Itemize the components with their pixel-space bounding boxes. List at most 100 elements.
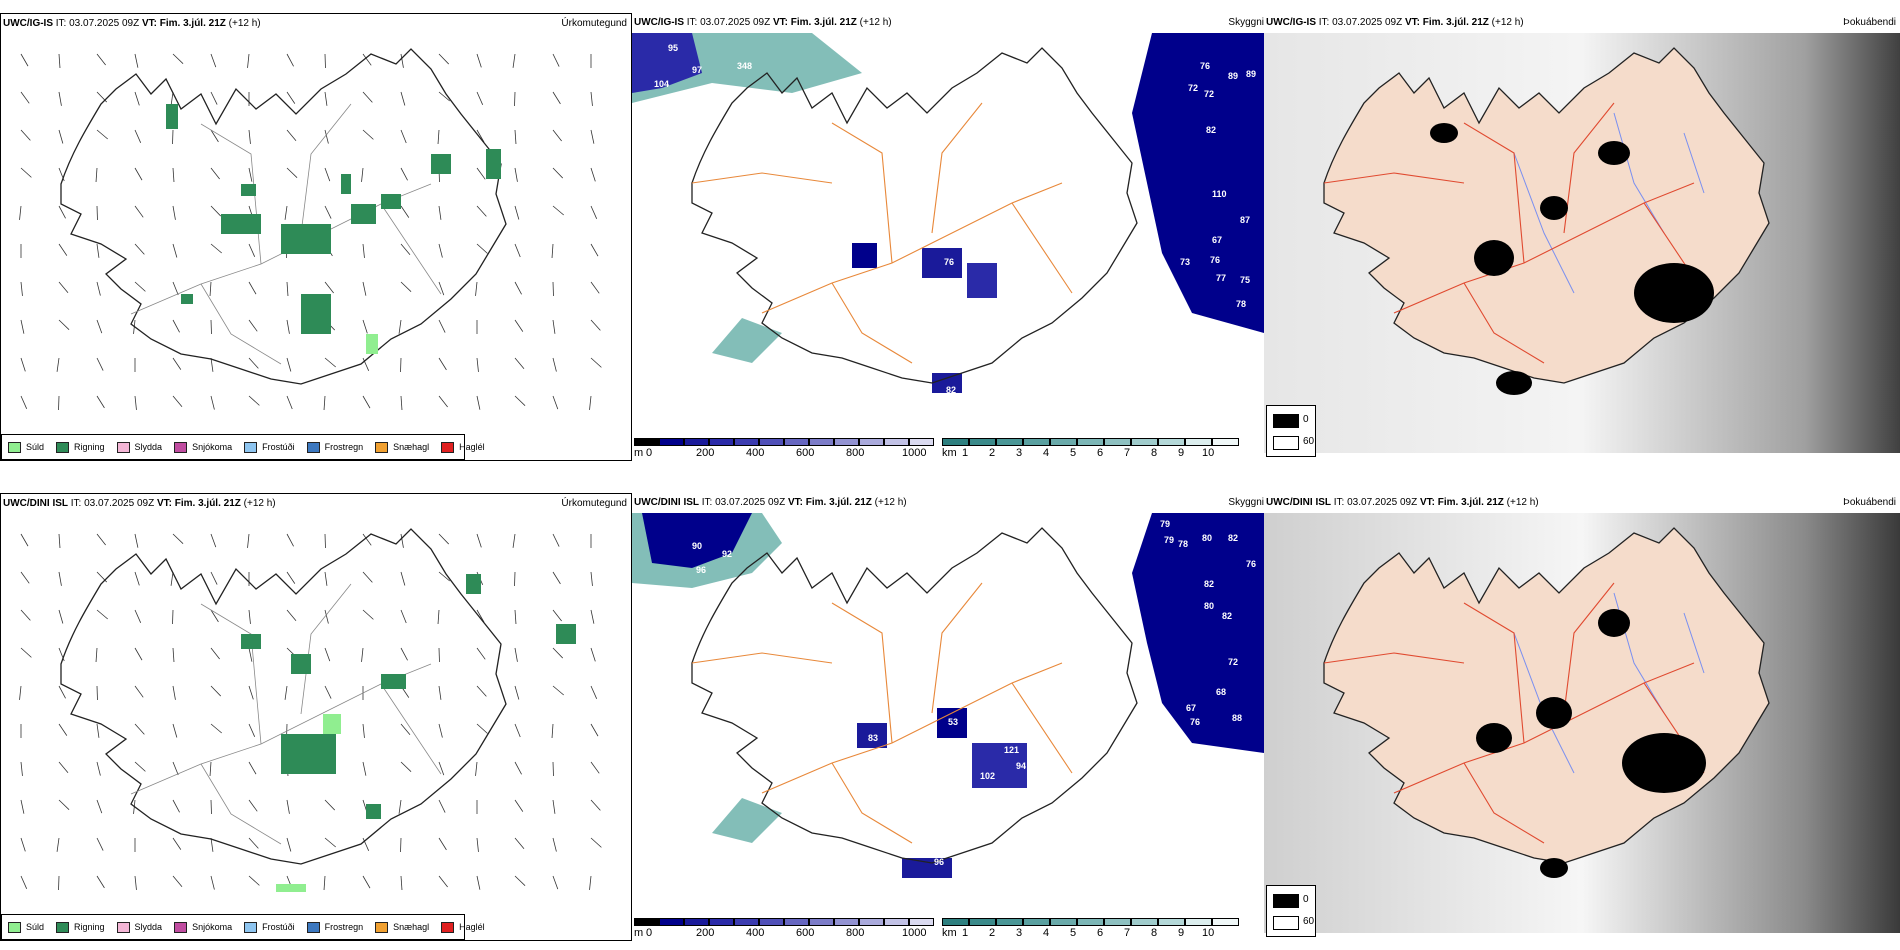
cloudbase-tick: 600 bbox=[796, 927, 815, 939]
visibility-unit: km bbox=[942, 927, 957, 939]
wind-barb bbox=[248, 761, 257, 775]
visibility-colorbar bbox=[942, 438, 1239, 446]
legend-item: Slydda bbox=[116, 921, 162, 933]
precip-legend: Súld Rigning Slydda Snjókoma Frostúði Fr… bbox=[1, 434, 485, 460]
wind-barb bbox=[552, 91, 561, 105]
wind-barb bbox=[134, 243, 145, 255]
wind-barb bbox=[476, 357, 479, 372]
wind-barb bbox=[514, 609, 517, 624]
wind-barb bbox=[590, 167, 596, 182]
wind-barb bbox=[362, 723, 365, 738]
wind-barb bbox=[514, 319, 524, 332]
visibility-tick: 10 bbox=[1202, 447, 1215, 459]
wind-barb bbox=[172, 761, 179, 776]
wind-barb bbox=[172, 243, 178, 258]
cloud-map: 90 92 96 79 79 78 80 82 76 82 80 82 72 6… bbox=[632, 513, 1264, 878]
visibility-unit: km bbox=[942, 447, 957, 459]
cloud-base-value: 79 bbox=[1160, 519, 1170, 529]
wind-barb bbox=[400, 875, 403, 890]
cloud-base-value: 76 bbox=[1210, 255, 1220, 265]
wind-barb bbox=[172, 533, 184, 545]
wind-barb bbox=[96, 533, 106, 546]
wind-barb bbox=[210, 609, 219, 623]
wind-barb bbox=[552, 609, 562, 622]
wind-barb bbox=[324, 167, 331, 182]
wind-barb bbox=[134, 609, 142, 623]
cloud-base-value: 96 bbox=[934, 857, 944, 867]
cloud-base-value: 67 bbox=[1212, 235, 1222, 245]
cloud-base-value: 67 bbox=[1186, 703, 1196, 713]
wind-barb bbox=[438, 281, 445, 296]
wind-barb bbox=[286, 53, 294, 67]
cloud-base-value: 80 bbox=[1204, 601, 1214, 611]
legend-swatch bbox=[244, 921, 258, 933]
fog-panel-row2: UWC/DINI ISL IT: 03.07.2025 09Z VT: Fim.… bbox=[1264, 493, 1900, 941]
legend-swatch bbox=[116, 921, 130, 933]
fog-legend: 0 60 bbox=[1266, 405, 1316, 457]
wind-barb bbox=[96, 723, 100, 738]
legend-item: Haglél bbox=[441, 921, 485, 933]
wind-barb bbox=[95, 167, 98, 182]
wind-barb bbox=[248, 609, 251, 624]
legend-item: Frostregn bbox=[306, 921, 363, 933]
low-cloud-patch bbox=[972, 743, 1027, 788]
wind-barb bbox=[248, 875, 260, 886]
wind-barb bbox=[476, 91, 484, 105]
wind-barb bbox=[552, 533, 560, 547]
wind-barb bbox=[96, 357, 104, 371]
wind-barb bbox=[248, 357, 259, 369]
wind-barb bbox=[514, 761, 522, 775]
wind-barb bbox=[58, 533, 61, 548]
cloud-panel-row1: UWC/IG-IS IT: 03.07.2025 09Z VT: Fim. 3.… bbox=[632, 13, 1264, 461]
cloudbase-tick: 1000 bbox=[902, 927, 927, 939]
wind-barb bbox=[590, 357, 602, 368]
wind-barb bbox=[96, 281, 101, 296]
wind-barb bbox=[362, 761, 367, 776]
wind-barb bbox=[438, 395, 448, 408]
wind-barb bbox=[210, 243, 222, 254]
wind-barb bbox=[362, 53, 372, 66]
panel-type-label: Skyggni bbox=[1228, 497, 1264, 508]
wind-barb bbox=[210, 357, 214, 372]
wind-barb bbox=[362, 357, 370, 371]
wind-barb bbox=[476, 53, 482, 68]
wind-barb bbox=[134, 647, 143, 661]
cloud-panel-row2: UWC/DINI ISL IT: 03.07.2025 09Z VT: Fim.… bbox=[632, 493, 1264, 941]
wind-barb bbox=[172, 395, 183, 407]
cloud-base-value: 76 bbox=[1246, 559, 1256, 569]
wind-barb bbox=[286, 799, 290, 814]
cloud-base-value: 79 bbox=[1164, 535, 1174, 545]
cloudbase-tick: 0 bbox=[646, 447, 653, 459]
wind-barb bbox=[552, 205, 564, 216]
cloud-base-value: 89 bbox=[1228, 71, 1238, 81]
wind-barb bbox=[476, 875, 481, 890]
wind-barb bbox=[286, 609, 297, 621]
wind-barb bbox=[172, 799, 180, 813]
low-cloud-patch bbox=[857, 723, 887, 748]
legend-swatch bbox=[306, 921, 320, 933]
panel-header: UWC/IG-IS IT: 03.07.2025 09Z VT: Fim. 3.… bbox=[3, 18, 261, 29]
wind-barb bbox=[286, 167, 298, 179]
panel-type-label: Þokuábendi bbox=[1843, 17, 1896, 28]
wind-barb bbox=[20, 53, 29, 67]
low-cloud-patch bbox=[852, 243, 877, 268]
legend-swatch bbox=[174, 921, 188, 933]
cloudbase-unit: m bbox=[634, 927, 644, 939]
visibility-tick: 9 bbox=[1178, 447, 1185, 459]
wind-barb bbox=[58, 281, 69, 293]
wind-barb bbox=[20, 395, 28, 409]
wind-barb bbox=[324, 647, 331, 662]
cloud-base-value: 94 bbox=[1016, 761, 1026, 771]
wind-barb bbox=[590, 647, 596, 662]
wind-barb bbox=[58, 761, 69, 773]
wind-barb bbox=[323, 875, 326, 890]
wind-barb bbox=[209, 281, 212, 296]
wind-barb bbox=[20, 799, 25, 814]
wind-barb bbox=[248, 723, 256, 737]
cloud-base-value: 76 bbox=[1200, 61, 1210, 71]
roads bbox=[1323, 102, 1705, 364]
visibility-tick: 9 bbox=[1178, 927, 1185, 939]
panel-header: UWC/DINI ISL IT: 03.07.2025 09Z VT: Fim.… bbox=[3, 498, 276, 509]
wind-barb bbox=[248, 167, 253, 182]
wind-barb bbox=[512, 533, 516, 548]
